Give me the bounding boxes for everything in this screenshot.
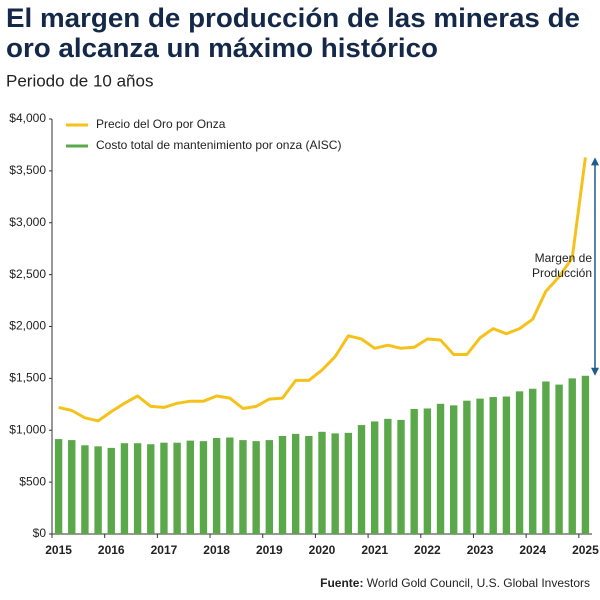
y-tick-label: $2,000 (9, 319, 46, 333)
bar (555, 384, 563, 534)
x-tick-label: 2020 (309, 543, 336, 557)
bar (515, 391, 524, 534)
bar (489, 397, 497, 534)
bar (463, 400, 471, 534)
bar (81, 445, 89, 534)
bar (370, 421, 379, 534)
legend-label: Costo total de mantenimiento por onza (A… (96, 138, 341, 152)
bar (107, 447, 115, 534)
source: Fuente: World Gold Council, U.S. Global … (320, 576, 590, 590)
x-tick-label: 2019 (256, 543, 283, 557)
legend-label: Precio del Oro por Onza (96, 117, 226, 131)
bar (120, 443, 129, 534)
y-tick-label: $3,000 (9, 215, 46, 229)
bar (529, 388, 537, 534)
bar (318, 431, 326, 534)
bar (252, 441, 260, 534)
y-tick-label: $1,000 (9, 422, 46, 436)
bar (186, 440, 194, 534)
bar (133, 443, 142, 534)
bar (423, 408, 432, 534)
x-tick-label: 2023 (467, 543, 494, 557)
y-tick-label: $1,500 (9, 371, 46, 385)
bar (476, 398, 484, 534)
source-label: Fuente: (320, 576, 363, 590)
x-tick-label: 2015 (45, 543, 72, 557)
bar (357, 425, 366, 534)
bar (542, 381, 550, 534)
bar (305, 435, 313, 534)
bar (568, 378, 576, 534)
bar (344, 432, 353, 534)
bar (147, 444, 155, 534)
bar (397, 419, 405, 534)
bar (160, 442, 168, 534)
bar (94, 446, 102, 534)
bar (384, 418, 392, 534)
bar (436, 403, 445, 534)
line (58, 157, 587, 423)
bar (502, 396, 511, 534)
x-tick-label: 2022 (414, 543, 441, 557)
y-tick-label: $4,000 (9, 111, 46, 125)
bar (212, 438, 221, 534)
chart-title: El margen de producción de las mineras d… (6, 3, 580, 33)
bar (278, 435, 287, 534)
x-tick-label: 2024 (519, 543, 546, 557)
annotation: Producción (532, 266, 592, 280)
bar (410, 408, 418, 534)
bar (199, 441, 208, 534)
bar (291, 433, 300, 534)
y-tick-label: $2,500 (9, 267, 46, 281)
arrow-head (591, 157, 599, 166)
arrow-head (591, 367, 599, 376)
chart-subtitle: Periodo de 10 años (6, 71, 153, 90)
bar (239, 440, 247, 534)
bar (54, 439, 63, 534)
x-tick-label: 2017 (151, 543, 178, 557)
y-tick-label: $3,500 (9, 163, 46, 177)
bar (68, 440, 76, 534)
annotation: Margen de (535, 251, 593, 265)
x-tick-label: 2018 (203, 543, 230, 557)
bar (331, 433, 339, 534)
bar (226, 437, 234, 534)
x-tick-label: 2021 (361, 543, 388, 557)
source-text: World Gold Council, U.S. Global Investor… (367, 576, 590, 590)
x-tick-label: 2016 (98, 543, 125, 557)
x-tick-label: 2025 (572, 543, 599, 557)
bar (173, 442, 181, 534)
y-tick-label: $0 (33, 526, 47, 540)
bar (581, 375, 590, 534)
chart-title: oro alcanza un máximo histórico (6, 33, 438, 63)
bar (265, 440, 274, 534)
bar (450, 405, 458, 534)
y-tick-label: $500 (19, 474, 46, 488)
